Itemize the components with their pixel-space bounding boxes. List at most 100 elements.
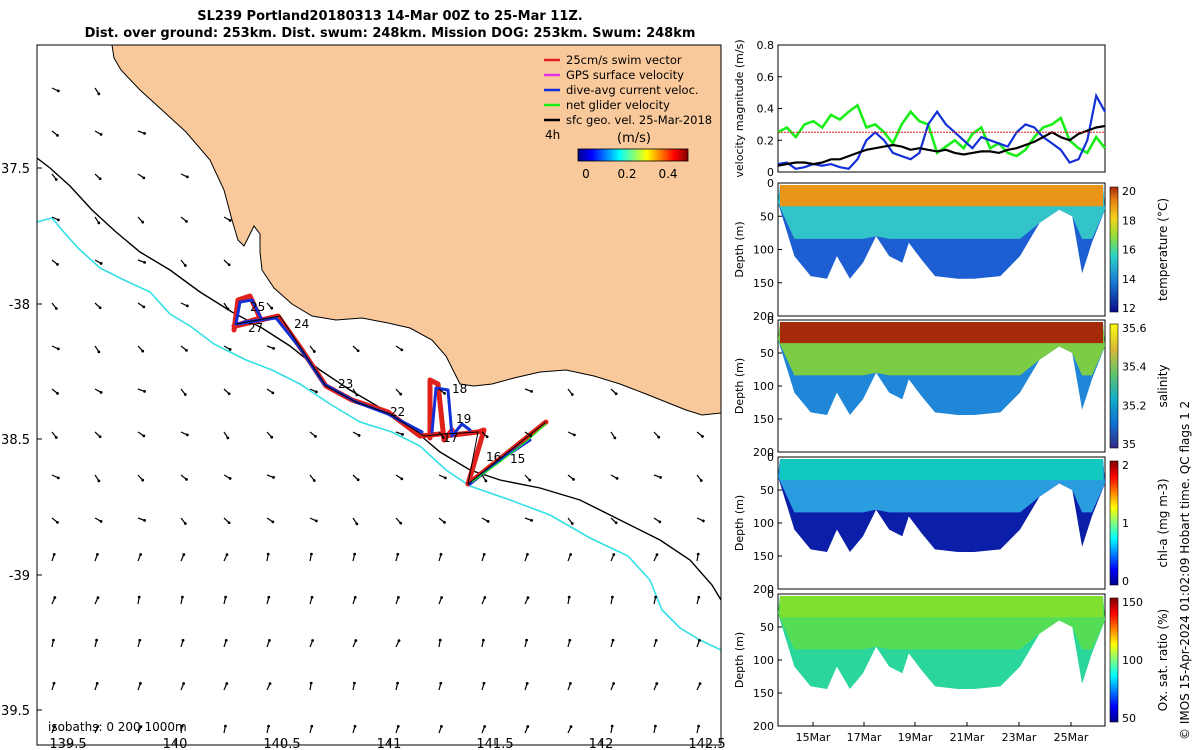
colorbar-tick-label: 0.4 <box>658 167 677 181</box>
colorbar-label: temperature (°C) <box>1156 198 1170 301</box>
sfc-current-arrowhead <box>481 638 485 642</box>
track-line <box>235 315 547 486</box>
sfc-current-arrowhead <box>658 520 662 524</box>
depth-tick: 150 <box>753 550 774 563</box>
legend-label: 25cm/s swim vector <box>566 53 682 67</box>
sfc-current-arrowhead <box>526 725 530 728</box>
legend-label: sfc geo. vel. 25-Mar-2018 <box>566 113 712 127</box>
section-panel: 0 50 100 150 200 Depth (m) 2 1 0 chl-a (mg m-3) <box>733 451 1170 596</box>
map-x-tick-label: 142 <box>589 737 614 750</box>
sfc-current-arrowhead <box>312 479 316 482</box>
sfc-current-arrowhead <box>143 261 146 264</box>
sfc-current-arrowhead <box>228 348 232 351</box>
sfc-current-arrowhead <box>185 433 189 437</box>
depth-ylabel: Depth (m) <box>733 632 746 688</box>
sfc-current-arrowhead <box>483 725 487 728</box>
track-day-label: 27 <box>248 321 263 335</box>
sfc-current-arrowhead <box>611 638 615 642</box>
sfc-current-arrowhead <box>397 596 400 599</box>
sfc-current-arrowhead <box>56 89 60 93</box>
sfc-current-arrowhead <box>97 92 101 96</box>
depth-tick: 200 <box>753 583 774 596</box>
velocity-y-tick: 0.6 <box>757 71 775 84</box>
sfc-current-arrowhead <box>701 519 705 523</box>
sfc-current-arrowhead <box>569 725 573 729</box>
sfc-current-arrowhead <box>185 477 188 481</box>
sfc-current-arrowhead <box>697 724 701 728</box>
depth-ylabel: Depth (m) <box>733 358 746 414</box>
sfc-current-arrowhead <box>569 553 573 556</box>
sfc-current-arrowhead <box>228 219 232 222</box>
legend-label: dive-avg current veloc. <box>566 83 699 97</box>
sfc-current-arrowhead <box>440 725 443 728</box>
depth-tick: 150 <box>753 413 774 426</box>
depth-tick: 50 <box>760 621 774 634</box>
velocity-y-tick: 0.4 <box>757 103 775 116</box>
sfc-current-arrowhead <box>353 552 357 556</box>
sfc-current-arrowhead <box>53 725 57 728</box>
map-y-tick-label: -38 <box>9 298 30 313</box>
sfc-current-arrowhead <box>352 681 356 685</box>
colorbar-tick-label: 0 <box>582 167 590 181</box>
colorbar-tick: 14 <box>1122 273 1136 286</box>
land-polygon <box>111 45 721 416</box>
sfc-current-arrowhead <box>483 596 487 599</box>
velocity-ylabel: velocity magnitude (m/s) <box>733 39 746 177</box>
sfc-current-arrowhead <box>482 552 486 556</box>
sfc-current-arrowhead <box>54 178 58 181</box>
sfc-current-arrowhead <box>659 476 662 479</box>
sfc-current-arrowhead <box>653 724 657 728</box>
sfc-current-arrowhead <box>54 436 58 439</box>
sfc-current-arrowhead <box>530 519 533 522</box>
sfc-current-arrowhead <box>183 522 187 525</box>
depth-tick: 0 <box>767 314 774 327</box>
section-colorbar <box>1109 597 1119 723</box>
depth-tick: 150 <box>753 277 774 290</box>
sfc-current-arrowhead <box>142 176 146 180</box>
speed-colorbar: 4h (m/s) 0 0.2 0.4 <box>545 128 689 181</box>
colorbar-tick: 2 <box>1122 459 1129 472</box>
sfc-current-arrowhead <box>53 596 57 599</box>
sfc-current-arrowhead <box>95 681 99 685</box>
colorbar-tick: 12 <box>1122 302 1136 315</box>
sfc-current-arrowhead <box>99 520 103 523</box>
map-x-tick-label: 141.5 <box>476 737 513 750</box>
colorbar-left-label: 4h <box>545 128 560 142</box>
sfc-current-arrowhead <box>525 638 529 642</box>
sfc-current-arrowhead <box>654 638 658 642</box>
depth-tick: 100 <box>753 380 774 393</box>
sfc-current-arrowhead <box>610 595 614 599</box>
colorbar-tick: 1 <box>1122 517 1129 530</box>
isobath-200m <box>37 157 721 601</box>
sfc-current-arrowhead <box>396 552 400 556</box>
sfc-current-arrowhead <box>353 724 357 728</box>
sfc-current-arrowhead <box>96 596 100 600</box>
sfc-current-arrowhead <box>138 638 142 642</box>
sfc-current-arrowhead <box>355 522 359 526</box>
track-day-label: 16 <box>486 450 501 464</box>
map-x-tick-label: 141 <box>377 737 402 750</box>
colorbar-tick: 150 <box>1122 596 1143 609</box>
sfc-current-arrowhead <box>309 681 313 685</box>
sfc-current-arrowhead <box>310 724 314 728</box>
sfc-current-arrowhead <box>227 392 231 396</box>
sfc-current-arrowhead <box>56 391 59 395</box>
sfc-current-arrowhead <box>271 520 275 524</box>
section-panel: 0 50 100 150 200 Depth (m) 35.6 35.4 35.2 35 salin… <box>733 314 1170 459</box>
depth-tick: 100 <box>753 244 774 257</box>
depth-tick: 0 <box>767 588 774 601</box>
track-day-label: 24 <box>294 317 309 331</box>
colorbar-label: chl-a (mg m-3) <box>1156 478 1170 567</box>
time-tick-label: 21Mar <box>950 731 985 744</box>
sfc-current-arrowhead <box>396 681 400 685</box>
sfc-current-arrowhead <box>355 393 359 397</box>
sfc-current-arrowhead <box>95 638 99 642</box>
sfc-current-arrowhead <box>526 596 530 600</box>
sfc-current-arrowhead <box>97 479 101 483</box>
sfc-current-arrowhead <box>397 639 401 643</box>
sfc-current-arrowhead <box>98 177 102 181</box>
sfc-current-arrowhead <box>701 434 704 438</box>
sfc-current-arrowhead <box>314 434 317 438</box>
sfc-current-arrowhead <box>353 595 357 599</box>
sfc-current-arrowhead <box>225 682 229 685</box>
